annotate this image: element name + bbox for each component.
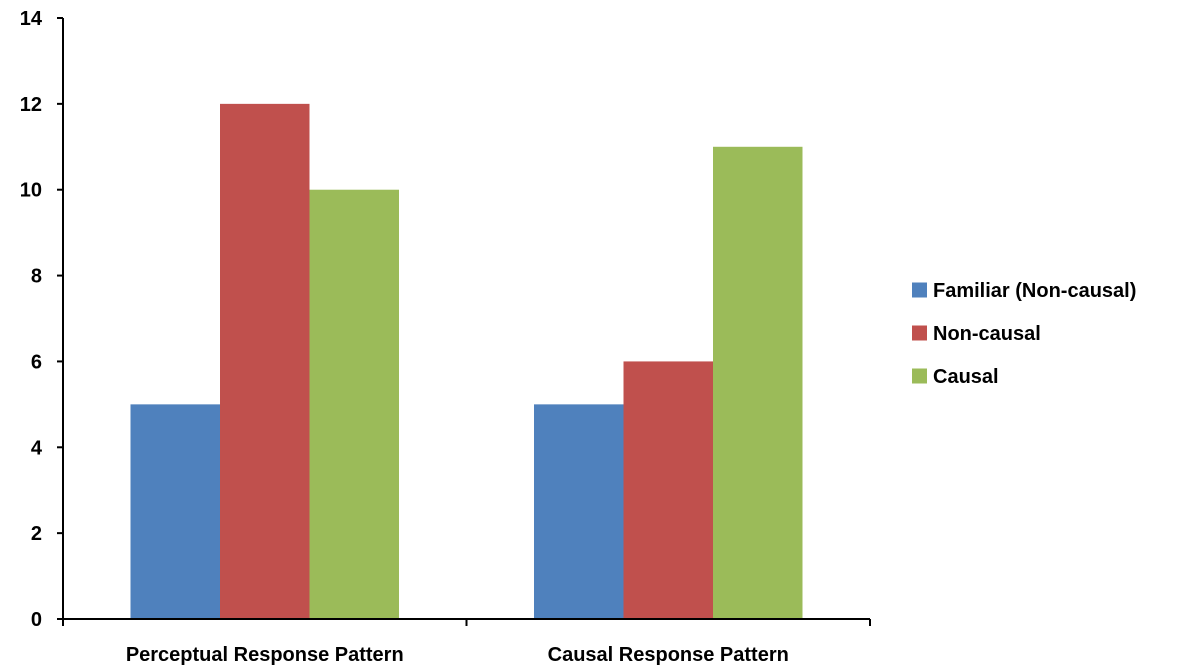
y-axis-ticks: 0 2 4 6 8 10 12 14: [20, 8, 63, 631]
bars-group: [130, 103, 803, 620]
legend: Familiar (Non-causal) Non-causal Causal: [912, 280, 1136, 388]
bar-familiar-non-causal-2: [534, 404, 624, 619]
y-tick-label: 12: [20, 94, 42, 116]
legend-swatch-causal: [912, 368, 927, 384]
x-category-label: Perceptual Response Pattern: [126, 644, 404, 666]
y-tick-label: 6: [31, 351, 42, 373]
y-tick-label: 14: [20, 8, 43, 30]
y-tick-label: 0: [31, 609, 42, 631]
legend-label-familiar-non-causal: Familiar (Non-causal): [933, 280, 1136, 302]
x-axis-categories: Perceptual Response Pattern Causal Respon…: [126, 644, 789, 666]
legend-label-non-causal: Non-causal: [933, 323, 1041, 345]
bar-causal-2: [713, 146, 803, 620]
legend-swatch-non-causal: [912, 325, 927, 341]
legend-label-causal: Causal: [933, 366, 999, 388]
y-tick-label: 8: [31, 266, 42, 288]
bar-non-causal-2: [623, 361, 713, 619]
axes-group: [57, 18, 871, 626]
x-category-label: Causal Response Pattern: [548, 644, 789, 666]
bar-familiar-non-causal-1: [130, 404, 220, 619]
y-tick-label: 4: [31, 437, 43, 459]
y-tick-label: 10: [20, 180, 42, 202]
y-tick-label: 2: [31, 523, 42, 545]
legend-swatch-familiar-non-causal: [912, 282, 927, 298]
bar-non-causal-1: [220, 103, 310, 620]
bar-causal-1: [309, 189, 399, 619]
